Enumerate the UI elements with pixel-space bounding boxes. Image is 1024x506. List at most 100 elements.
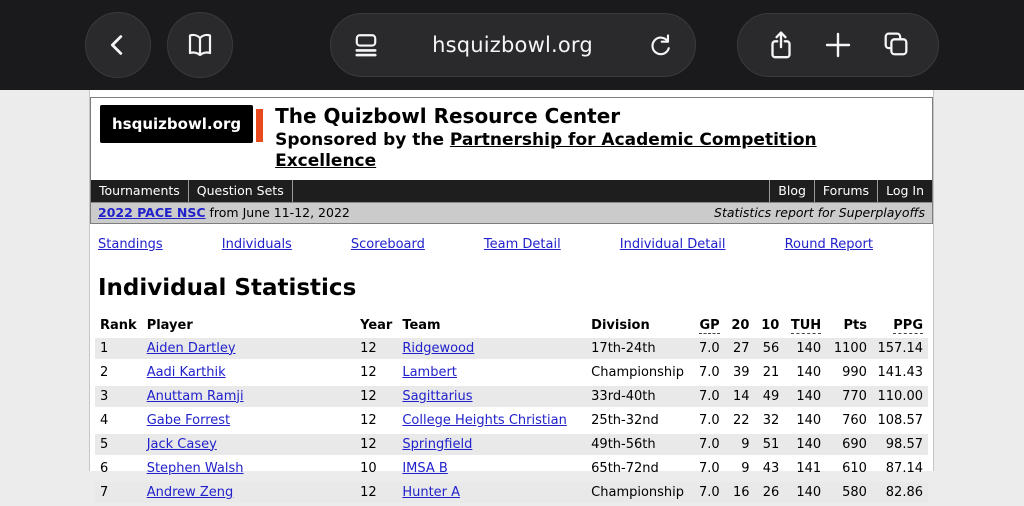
col-header-twenties: 20	[731, 317, 750, 333]
cell-gp: 7.0	[698, 388, 720, 404]
cell-year: 12	[360, 340, 377, 356]
cell-rank: 7	[100, 484, 109, 500]
tabs-icon	[884, 32, 908, 55]
tournament-link[interactable]: 2022 PACE NSC	[98, 204, 206, 220]
report-nav: Standings Individuals Scoreboard Team Detai…	[98, 237, 873, 252]
tournament-bar: 2022 PACE NSC from June 11-12, 2022 Stat…	[91, 201, 932, 223]
back-button[interactable]	[85, 12, 151, 78]
cell-team: College Heights Christian	[397, 410, 586, 431]
report-nav-round-report[interactable]: Round Report	[784, 236, 873, 252]
player-link[interactable]: Aadi Karthik	[146, 364, 226, 380]
report-nav-individuals[interactable]: Individuals	[221, 236, 292, 252]
cell-player: Anuttam Ramji	[142, 386, 355, 407]
bookmarks-button[interactable]	[167, 12, 233, 78]
cell-tens: 51	[762, 436, 780, 452]
navbar-item-forums[interactable]: Forums	[813, 179, 877, 202]
navbar-item-log-in[interactable]: Log In	[877, 179, 932, 202]
new-tab-button[interactable]	[822, 29, 854, 61]
cell-rank: 4	[100, 412, 109, 428]
cell-team: Ridgewood	[397, 338, 586, 359]
cell-division: 65th-72nd	[591, 460, 659, 476]
col-header-pts: Pts	[843, 317, 867, 333]
cell-year: 12	[360, 364, 377, 380]
team-link[interactable]: Lambert	[402, 364, 457, 380]
cell-tuh: 140	[796, 484, 822, 500]
tournament-dates: from June 11-12, 2022	[205, 204, 350, 220]
cell-year: 12	[360, 484, 377, 500]
player-link[interactable]: Gabe Forrest	[146, 412, 231, 428]
cell-ppg: 108.57	[877, 412, 924, 428]
site-navbar: Tournaments Question Sets Blog Forums Log I…	[91, 179, 932, 202]
cell-pts: 580	[842, 484, 867, 500]
cell-division: Championship	[591, 484, 685, 500]
cell-year: 12	[360, 388, 377, 404]
cell-tuh: 140	[796, 340, 822, 356]
team-link[interactable]: Hunter A	[402, 484, 461, 500]
site-logo[interactable]: hsquizbowl.org	[100, 105, 254, 143]
team-link[interactable]: College Heights Christian	[402, 412, 567, 428]
tabs-button[interactable]	[879, 29, 912, 62]
navbar-item-question-sets[interactable]: Question Sets	[189, 179, 293, 202]
col-header-player: Player	[146, 317, 193, 333]
player-link[interactable]: Andrew Zeng	[146, 484, 234, 500]
cell-twenties: 14	[732, 388, 750, 404]
browser-toolbar: hsquizbowl.org	[0, 0, 1024, 90]
col-header-rank: Rank	[100, 317, 137, 333]
site-title: The Quizbowl Resource Center	[275, 104, 621, 128]
cell-twenties: 39	[732, 364, 750, 380]
cell-twenties: 16	[732, 484, 750, 500]
player-link[interactable]: Aiden Dartley	[146, 340, 236, 356]
team-link[interactable]: IMSA B	[402, 460, 448, 476]
team-link[interactable]: Springfield	[402, 436, 473, 452]
table-row: 6 Stephen Walsh 10 IMSA B 65th-72nd 7.0 9 43 141…	[95, 458, 928, 479]
reload-button[interactable]	[646, 32, 673, 59]
cell-pts: 990	[842, 364, 867, 380]
toolbar-actions	[737, 13, 939, 77]
site-subtitle: Sponsored by the Partnership for Academi…	[275, 130, 923, 173]
cell-player: Aiden Dartley	[142, 338, 355, 359]
table-row: 4 Gabe Forrest 12 College Heights Christian…	[95, 410, 928, 431]
navbar-right-group: Blog Forums Log In	[769, 179, 932, 202]
pace-sponsor-link[interactable]: Partnership for Academic Competition Exc…	[275, 130, 817, 172]
page-title: Individual Statistics	[98, 274, 357, 301]
table-header-row: Rank Player Year Team Division GP 20 10 TUH Pts PP…	[95, 316, 928, 335]
report-nav-standings[interactable]: Standings	[98, 236, 163, 252]
cell-tuh: 140	[796, 412, 822, 428]
url-text: hsquizbowl.org	[432, 33, 593, 57]
col-header-division: Division	[591, 317, 650, 333]
site-masthead: hsquizbowl.org The Quizbowl Resource Cen…	[90, 97, 933, 224]
address-bar[interactable]: hsquizbowl.org	[330, 13, 696, 77]
cell-pts: 610	[842, 460, 867, 476]
report-nav-team-detail[interactable]: Team Detail	[483, 236, 561, 252]
cell-tuh: 140	[796, 436, 822, 452]
cell-gp: 7.0	[698, 436, 720, 452]
cell-ppg: 110.00	[877, 388, 924, 404]
navbar-item-tournaments[interactable]: Tournaments	[91, 179, 189, 202]
player-link[interactable]: Anuttam Ramji	[146, 388, 244, 404]
report-nav-scoreboard[interactable]: Scoreboard	[350, 236, 425, 252]
player-link[interactable]: Stephen Walsh	[146, 460, 244, 476]
col-header-label: TUH	[790, 317, 822, 334]
share-button[interactable]	[764, 28, 798, 62]
cell-rank: 2	[100, 364, 109, 380]
col-header-label: GP	[699, 317, 720, 334]
report-nav-individual-detail[interactable]: Individual Detail	[619, 236, 726, 252]
cell-pts: 690	[842, 436, 867, 452]
team-link[interactable]: Sagittarius	[402, 388, 473, 404]
table-row: 7 Andrew Zeng 12 Hunter A Championship 7.0 16 2…	[95, 481, 928, 503]
cell-team: Springfield	[397, 434, 586, 455]
logo-wrap: hsquizbowl.org	[100, 105, 264, 143]
cell-ppg: 87.14	[885, 460, 923, 476]
cell-tuh: 140	[796, 388, 822, 404]
logo-accent-bar	[256, 109, 264, 142]
cell-player: Jack Casey	[142, 434, 355, 455]
navbar-item-blog[interactable]: Blog	[769, 179, 814, 202]
page-menu-icon[interactable]	[353, 32, 379, 58]
player-link[interactable]: Jack Casey	[146, 436, 217, 452]
report-scope-label: Statistics report for Superplayoffs	[714, 204, 925, 220]
team-link[interactable]: Ridgewood	[402, 340, 475, 356]
cell-rank: 6	[100, 460, 109, 476]
cell-division: 33rd-40th	[591, 388, 656, 404]
subtitle-prefix: Sponsored by the	[275, 130, 450, 150]
cell-pts: 770	[842, 388, 867, 404]
